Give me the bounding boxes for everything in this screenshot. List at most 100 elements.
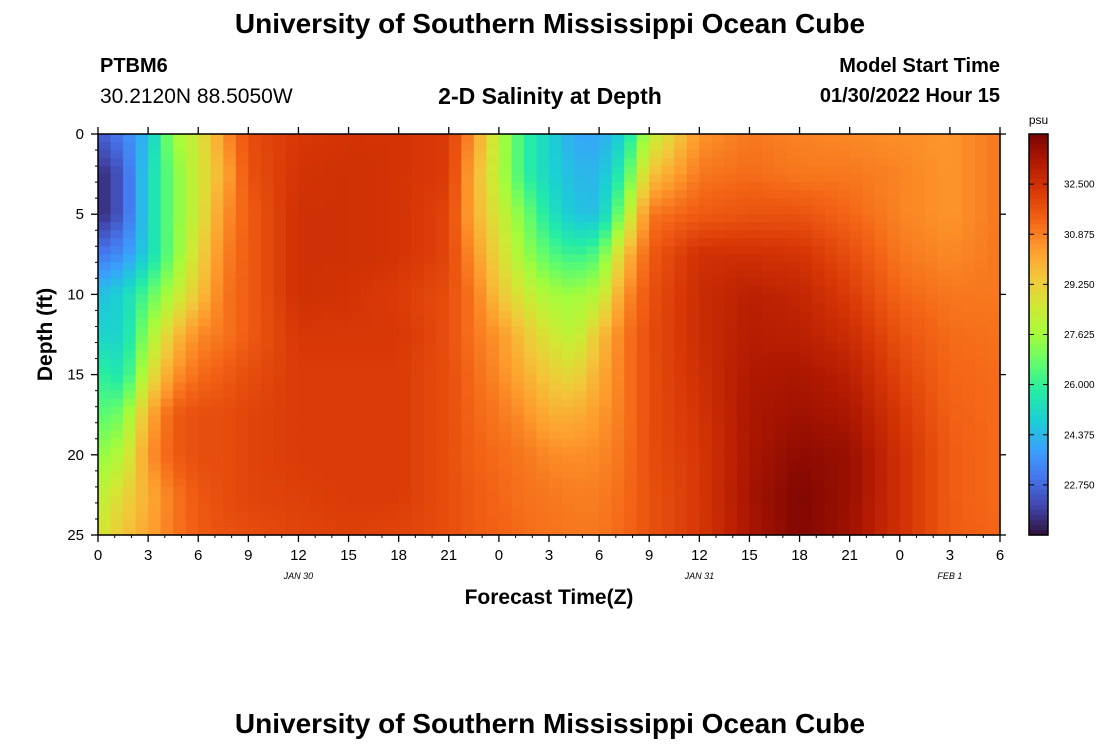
heatmap-cell xyxy=(749,446,763,456)
heatmap-cell xyxy=(135,230,149,239)
heatmap-cell xyxy=(511,350,525,360)
heatmap-cell xyxy=(511,342,525,352)
heatmap-cell xyxy=(135,422,149,432)
heatmap-cell xyxy=(398,254,412,263)
heatmap-cell xyxy=(899,230,913,239)
heatmap-cell xyxy=(561,470,575,480)
heatmap-cell xyxy=(574,350,588,360)
heatmap-cell xyxy=(912,414,926,424)
heatmap-cell xyxy=(248,422,262,432)
heatmap-cell xyxy=(498,254,513,263)
heatmap-cell xyxy=(310,246,325,255)
heatmap-cell xyxy=(436,270,450,279)
heatmap-cell xyxy=(887,142,901,151)
heatmap-cell xyxy=(185,502,199,512)
heatmap-cell xyxy=(636,190,650,199)
heatmap-cell xyxy=(799,142,813,151)
heatmap-cell xyxy=(649,438,663,448)
heatmap-cell xyxy=(586,270,600,279)
heatmap-cell xyxy=(736,326,751,336)
heatmap-cell xyxy=(536,198,550,207)
heatmap-cell xyxy=(298,310,312,320)
heatmap-cell xyxy=(812,134,826,143)
heatmap-cell xyxy=(461,326,475,336)
heatmap-cell xyxy=(411,318,425,328)
heatmap-cell xyxy=(574,406,588,416)
heatmap-cell xyxy=(448,294,462,304)
heatmap-cell xyxy=(448,454,462,464)
heatmap-cell xyxy=(574,182,588,191)
heatmap-cell xyxy=(812,430,826,440)
heatmap-cell xyxy=(912,526,926,536)
heatmap-cell xyxy=(423,366,437,376)
heatmap-cell xyxy=(899,390,913,400)
heatmap-cell xyxy=(336,502,350,512)
heatmap-cell xyxy=(674,214,688,223)
x-axis-title: Forecast Time(Z) xyxy=(465,586,634,609)
heatmap-cell xyxy=(774,438,788,448)
heatmap-cell xyxy=(223,174,237,183)
heatmap-cell xyxy=(336,398,350,408)
heatmap-cell xyxy=(799,326,813,336)
heatmap-cell xyxy=(198,462,212,472)
heatmap-cell xyxy=(787,374,801,384)
heatmap-cell xyxy=(336,430,350,440)
heatmap-cell xyxy=(498,270,513,279)
heatmap-cell xyxy=(636,390,650,400)
heatmap-cell xyxy=(937,438,951,448)
heatmap-cell xyxy=(423,446,437,456)
heatmap-cell xyxy=(674,414,688,424)
heatmap-cell xyxy=(761,294,776,304)
heatmap-cell xyxy=(711,366,725,376)
heatmap-cell xyxy=(210,382,224,392)
heatmap-cell xyxy=(310,302,325,312)
heatmap-cell xyxy=(699,270,713,279)
heatmap-cell xyxy=(949,382,964,392)
heatmap-cell xyxy=(787,342,801,352)
heatmap-cell xyxy=(210,230,224,239)
heatmap-cell xyxy=(812,406,826,416)
heatmap-cell xyxy=(749,478,763,488)
heatmap-cell xyxy=(824,294,838,304)
heatmap-cell xyxy=(298,294,312,304)
heatmap-cell xyxy=(310,198,325,207)
heatmap-cell xyxy=(448,350,462,360)
heatmap-cell xyxy=(924,286,938,295)
heatmap-cell xyxy=(799,518,813,528)
heatmap-cell xyxy=(198,214,212,223)
heatmap-cell xyxy=(148,270,162,279)
heatmap-cell xyxy=(310,278,325,287)
heatmap-cell xyxy=(323,214,337,223)
heatmap-cell xyxy=(736,366,751,376)
heatmap-cell xyxy=(937,478,951,488)
heatmap-cell xyxy=(223,478,237,488)
heatmap-cell xyxy=(448,262,462,271)
heatmap-cell xyxy=(699,214,713,223)
heatmap-cell xyxy=(348,294,362,304)
heatmap-cell xyxy=(423,278,437,287)
heatmap-cell xyxy=(173,342,187,352)
heatmap-cell xyxy=(498,366,513,376)
heatmap-cell xyxy=(361,430,375,440)
heatmap-cell xyxy=(436,494,450,504)
heatmap-cell xyxy=(473,526,487,536)
heatmap-cell xyxy=(323,518,337,528)
heatmap-cell xyxy=(386,446,400,456)
heatmap-cell xyxy=(661,238,675,247)
heatmap-cell xyxy=(799,230,813,239)
heatmap-cell xyxy=(574,198,588,207)
heatmap-cell xyxy=(398,470,412,480)
heatmap-cell xyxy=(536,238,550,247)
heatmap-cell xyxy=(699,198,713,207)
heatmap-cell xyxy=(348,262,362,271)
heatmap-cell xyxy=(761,422,776,432)
heatmap-cell xyxy=(862,398,876,408)
heatmap-cell xyxy=(498,510,513,520)
heatmap-cell xyxy=(987,366,1001,376)
heatmap-cell xyxy=(899,366,913,376)
heatmap-cell xyxy=(686,398,700,408)
heatmap-cell xyxy=(574,270,588,279)
heatmap-cell xyxy=(423,182,437,191)
heatmap-cell xyxy=(336,230,350,239)
heatmap-cell xyxy=(298,478,312,488)
